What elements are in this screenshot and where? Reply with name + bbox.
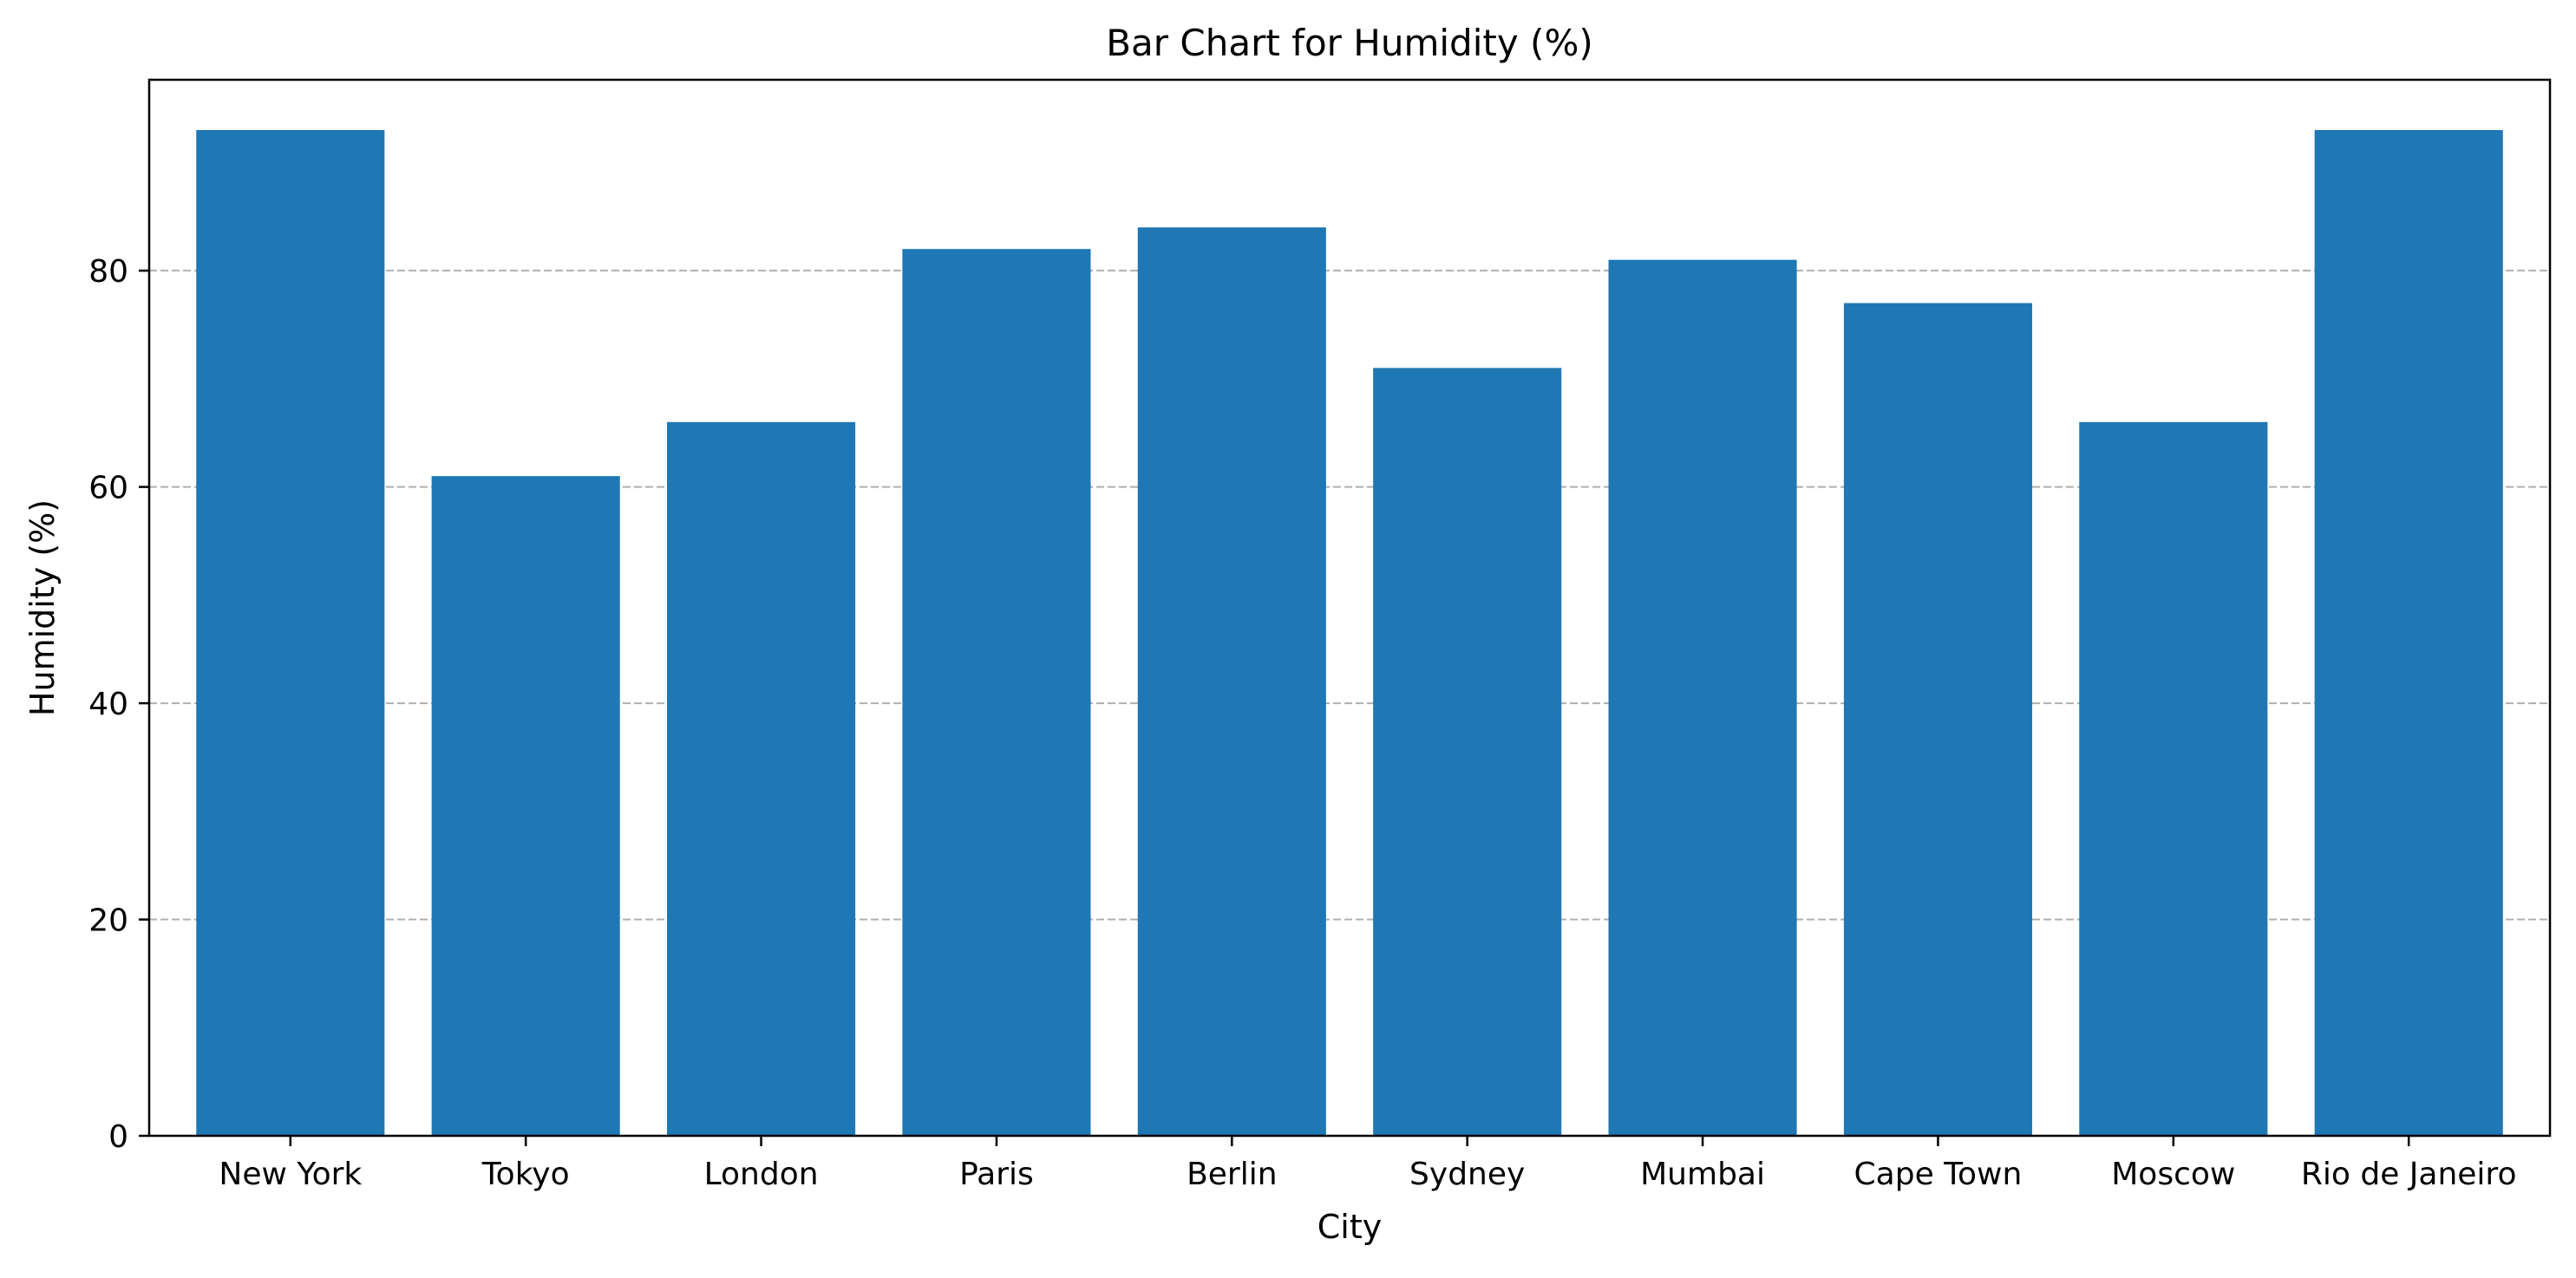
chart-title: Bar Chart for Humidity (%) — [1106, 22, 1593, 64]
plot-frame — [147, 78, 2552, 1138]
y-tick-label-20: 20 — [88, 903, 128, 939]
bar-berlin — [1137, 227, 1326, 1136]
bar-sydney — [1373, 368, 1562, 1137]
bar-paris — [902, 249, 1091, 1136]
bar-moscow — [2079, 421, 2268, 1137]
bar-layer — [196, 130, 2503, 1137]
x-tick-label-rio-de-janeiro: Rio de Janeiro — [2301, 1157, 2517, 1192]
x-tick-label-moscow: Moscow — [2111, 1157, 2235, 1192]
x-tick-label-london: London — [704, 1157, 819, 1192]
bar-london — [667, 421, 856, 1137]
y-tick-label-60: 60 — [88, 471, 128, 506]
bar-rio-de-janeiro — [2314, 130, 2503, 1136]
y-axis-label: Humidity (%) — [23, 499, 62, 716]
x-tick-label-tokyo: Tokyo — [481, 1157, 570, 1192]
x-tick-label-cape-town: Cape Town — [1854, 1157, 2023, 1192]
x-tick-label-berlin: Berlin — [1187, 1157, 1277, 1192]
bar-mumbai — [1608, 259, 1797, 1136]
y-tick-label-80: 80 — [88, 254, 128, 290]
bar-new-york — [196, 130, 385, 1136]
x-tick-label-new-york: New York — [219, 1157, 362, 1192]
tick-layer: New York Tokyo London Paris Berlin Sydney Mumb… — [88, 254, 2516, 1192]
x-tick-label-paris: Paris — [959, 1157, 1034, 1192]
x-tick-label-sydney: Sydney — [1409, 1157, 1525, 1192]
y-tick-label-40: 40 — [88, 687, 128, 722]
x-tick-label-mumbai: Mumbai — [1640, 1157, 1765, 1192]
bar-tokyo — [431, 476, 620, 1136]
bar-cape-town — [1843, 303, 2032, 1136]
y-tick-label-0: 0 — [108, 1119, 128, 1155]
x-axis-label: City — [1317, 1208, 1382, 1246]
